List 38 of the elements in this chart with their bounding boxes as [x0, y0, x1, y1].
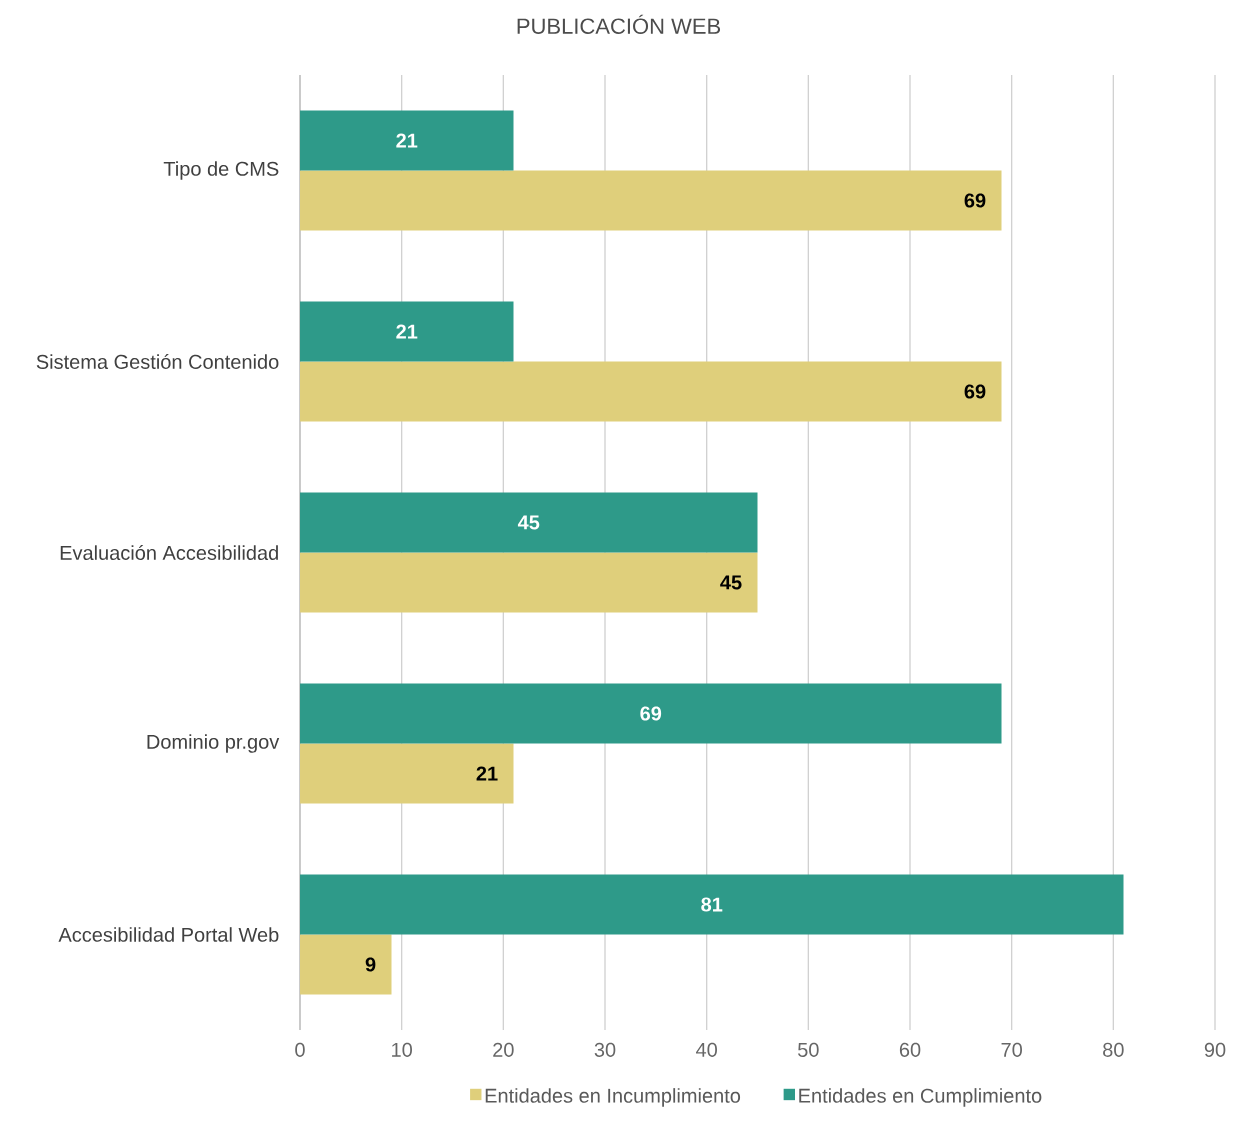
x-tick-label: 60 — [899, 1042, 921, 1057]
data-label: 45 — [517, 515, 540, 530]
y-tick-label: Tipo de CMS — [163, 161, 279, 180]
bar — [300, 683, 1002, 744]
data-label: 45 — [720, 575, 742, 590]
x-tick-label: 50 — [798, 1042, 819, 1057]
bar — [300, 934, 392, 995]
data-label: 21 — [476, 766, 498, 781]
legend-label: Entidades en Cumplimiento — [799, 1088, 1042, 1107]
bar — [300, 110, 514, 171]
bar — [300, 552, 758, 613]
data-label: 81 — [701, 897, 723, 912]
x-tick-label: 70 — [1001, 1042, 1022, 1057]
x-tick-label: 40 — [696, 1042, 717, 1057]
y-tick-label: Dominio pr.gov — [147, 734, 280, 753]
chart-title: PUBLICACIÓN WEB — [517, 14, 721, 34]
x-tick-label: 10 — [392, 1042, 412, 1057]
bar — [300, 743, 514, 804]
data-label: 69 — [964, 384, 986, 399]
y-tick-label: Accesibilidad Portal Web — [58, 927, 279, 942]
data-label: 69 — [640, 706, 662, 721]
bar — [300, 170, 1002, 231]
x-tick-label: 20 — [493, 1042, 514, 1057]
y-tick-label: Sistema Gestión Contenido — [36, 354, 279, 369]
x-tick-label: 0 — [295, 1042, 305, 1057]
bar — [300, 301, 514, 362]
bar — [300, 361, 1002, 422]
data-label: 9 — [365, 957, 376, 972]
data-label: 21 — [396, 324, 418, 339]
bar — [300, 874, 1124, 935]
y-tick-label: Evaluación Accesibilidad — [60, 545, 278, 560]
x-tick-label: 90 — [1204, 1042, 1226, 1057]
data-label: 21 — [396, 133, 418, 148]
legend-label: Entidades en Incumplimiento — [485, 1088, 741, 1107]
x-tick-label: 80 — [1103, 1042, 1124, 1057]
bar — [300, 492, 758, 553]
x-tick-label: 30 — [594, 1042, 616, 1057]
data-label: 69 — [964, 193, 986, 208]
